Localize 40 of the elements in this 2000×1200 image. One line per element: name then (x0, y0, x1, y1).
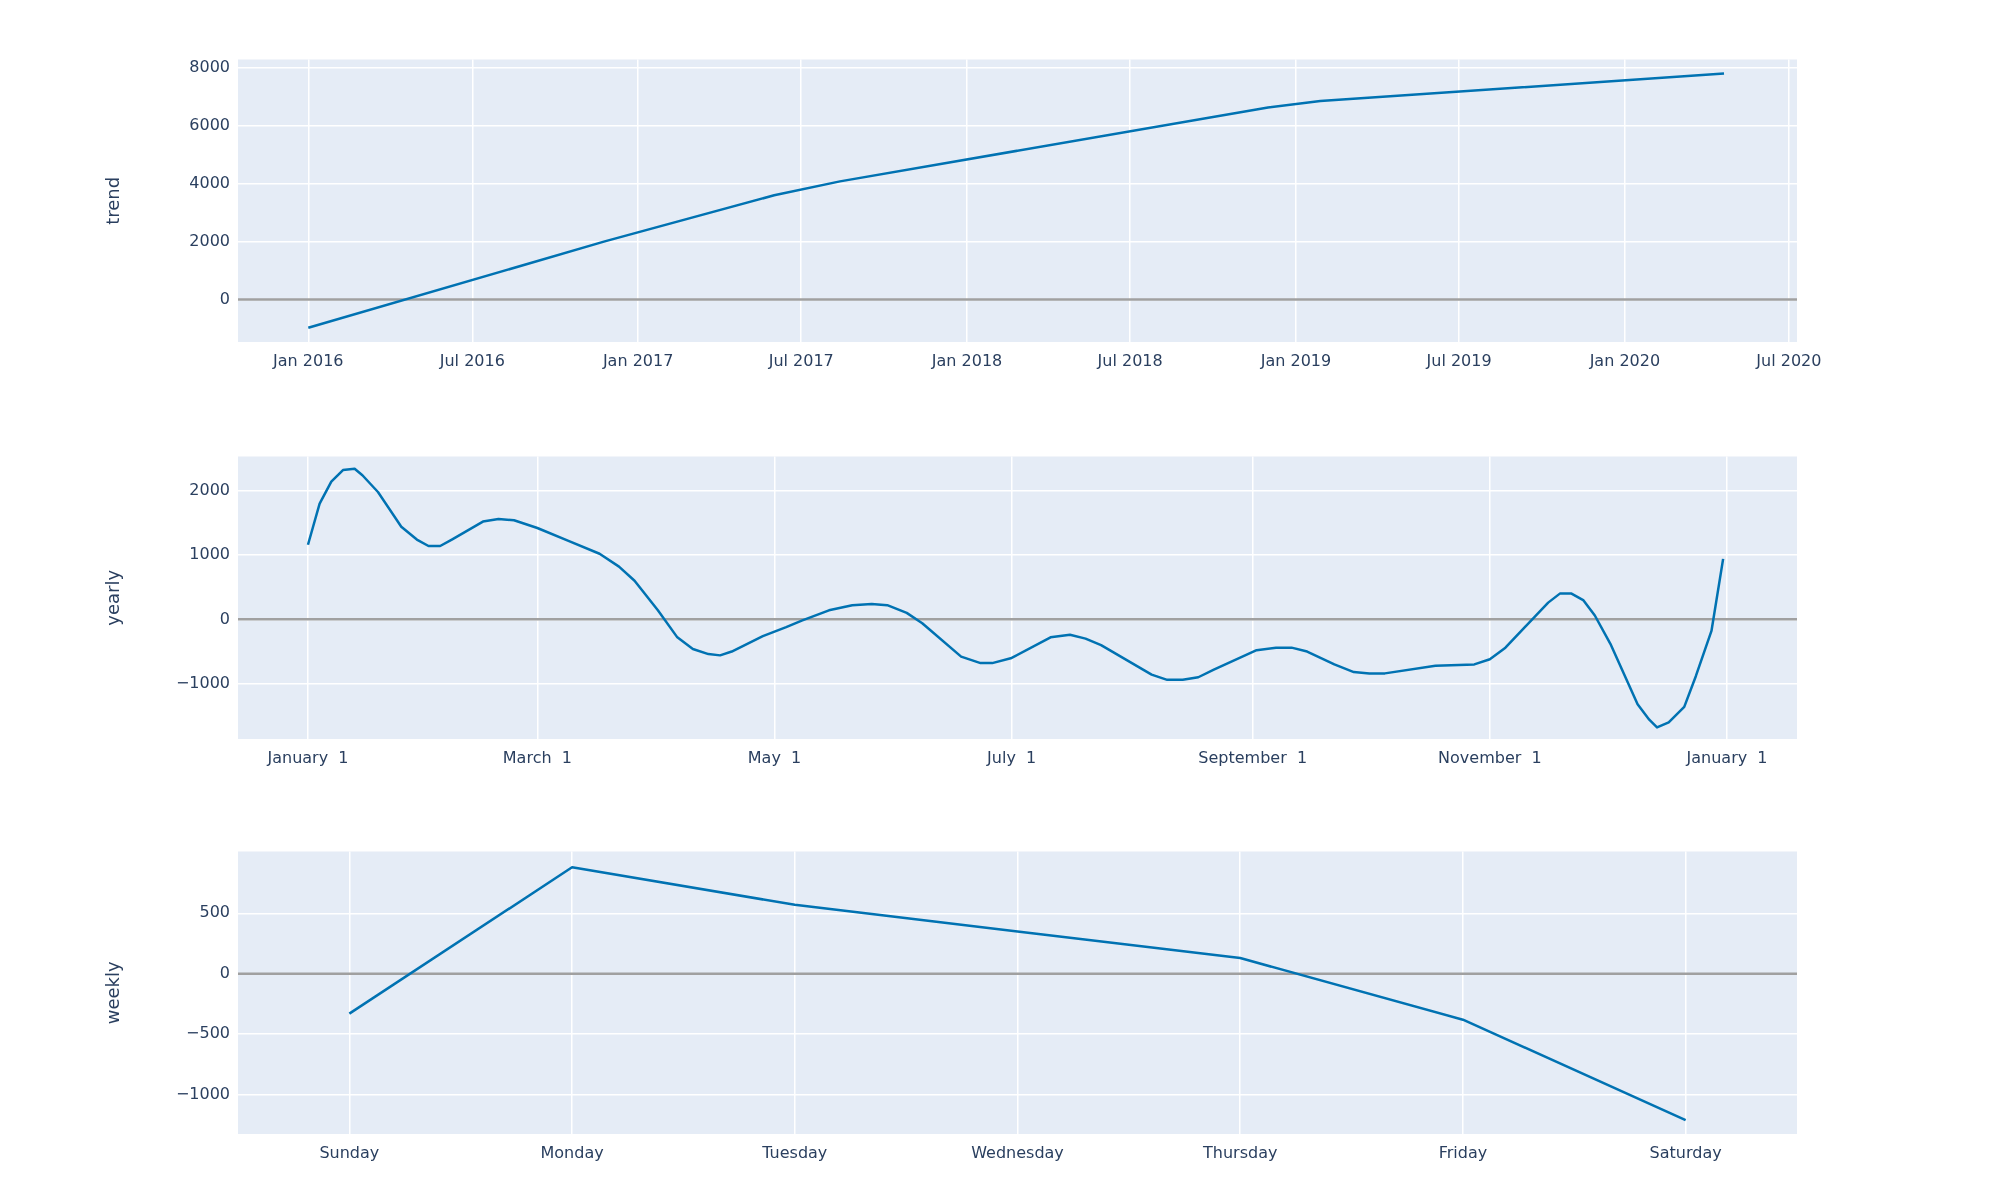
x-tick-label: March 1 (502, 747, 572, 767)
x-tick-label: Monday (540, 1142, 604, 1162)
y-axis-title: weekly (102, 960, 124, 1025)
y-tick-label: 500 (199, 902, 230, 922)
x-tick-label: January 1 (1685, 747, 1768, 767)
x-tick-label: Jan 2016 (272, 350, 344, 370)
y-tick-label: 6000 (189, 114, 230, 134)
y-tick-label: 2000 (189, 479, 230, 499)
x-tick-label: Friday (1438, 1142, 1488, 1162)
y-tick-label: 4000 (189, 172, 230, 192)
y-tick-label: −1000 (175, 1083, 230, 1103)
x-tick-label: Jul 2017 (767, 350, 834, 370)
x-tick-label: January 1 (266, 747, 349, 767)
x-tick-label: Jan 2020 (1588, 350, 1661, 370)
x-tick-label: Jan 2017 (601, 350, 674, 370)
x-tick-label: Tuesday (761, 1142, 828, 1162)
x-tick-label: Jul 2016 (438, 350, 505, 370)
x-tick-label: Wednesday (971, 1142, 1064, 1162)
y-axis-title: trend (102, 176, 124, 225)
x-tick-label: September 1 (1198, 747, 1308, 767)
x-tick-label: Sunday (319, 1142, 380, 1162)
x-tick-label: Jul 2019 (1425, 350, 1492, 370)
x-tick-label: Jan 2018 (930, 350, 1003, 370)
x-tick-label: July 1 (986, 747, 1037, 767)
x-tick-label: Jan 2019 (1259, 350, 1332, 370)
x-tick-label: November 1 (1438, 747, 1542, 767)
x-tick-label: Saturday (1649, 1142, 1722, 1162)
x-tick-label: Jul 2018 (1096, 350, 1163, 370)
y-tick-label: 2000 (189, 230, 230, 250)
y-tick-label: −500 (186, 1023, 230, 1043)
y-tick-label: 0 (219, 608, 230, 628)
y-tick-label: 8000 (189, 56, 230, 76)
x-tick-label: Jul 2020 (1755, 350, 1822, 370)
y-tick-label: −1000 (175, 672, 230, 692)
y-tick-label: 0 (219, 962, 230, 982)
x-tick-label: May 1 (747, 747, 802, 767)
y-tick-label: 0 (219, 288, 230, 308)
x-tick-label: Thursday (1202, 1142, 1278, 1162)
y-tick-label: 1000 (189, 544, 230, 564)
y-axis-title: yearly (102, 569, 124, 626)
